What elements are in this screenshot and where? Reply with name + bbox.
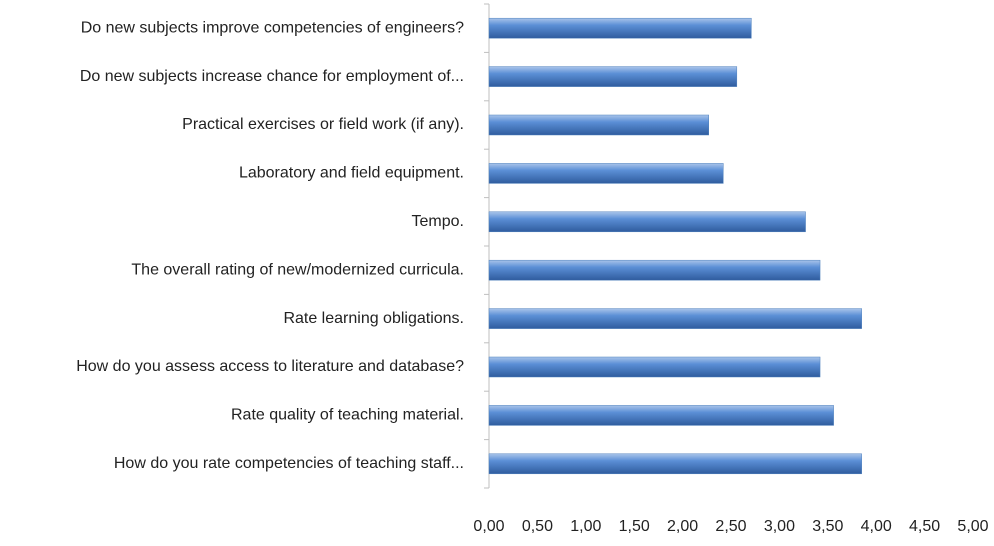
x-tick-label: 3,00 (764, 518, 795, 535)
x-tick-label: 4,00 (861, 518, 892, 535)
bar (488, 211, 806, 233)
x-tick-label: 4,50 (909, 518, 940, 535)
x-tick-label: 2,50 (715, 518, 746, 535)
y-tick-label: Do new subjects increase chance for empl… (80, 68, 464, 85)
x-tick-label: 3,50 (812, 518, 843, 535)
bar (488, 356, 821, 378)
x-tick-label: 5,00 (957, 518, 988, 535)
x-tick-label: 1,00 (570, 518, 601, 535)
x-tick-label: 2,00 (667, 518, 698, 535)
y-tick-label: The overall rating of new/modernized cur… (131, 261, 464, 278)
x-tick-label: 0,50 (522, 518, 553, 535)
y-tick-label: Laboratory and field equipment. (239, 165, 464, 182)
bar (488, 66, 738, 87)
bar (488, 114, 709, 136)
y-tick-label: Tempo. (412, 213, 464, 230)
y-tick-label: How do you assess access to literature a… (76, 358, 464, 375)
y-tick-label: Do new subjects improve competencies of … (81, 19, 464, 36)
bar (488, 17, 752, 39)
y-tick-label: How do you rate competencies of teaching… (114, 455, 464, 472)
y-tick-label: Rate learning obligations. (283, 310, 464, 327)
bar (488, 163, 724, 184)
bar (488, 259, 821, 281)
x-tick-label: 1,50 (619, 518, 650, 535)
bar (488, 405, 834, 426)
x-tick-label: 0,00 (473, 518, 504, 535)
bar (488, 308, 862, 329)
bar (488, 453, 862, 475)
y-tick-label: Practical exercises or field work (if an… (182, 116, 464, 133)
y-tick-label: Rate quality of teaching material. (231, 407, 464, 424)
